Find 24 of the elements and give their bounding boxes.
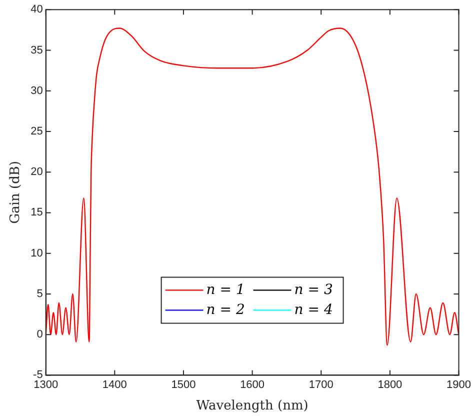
x-tick-label: 1500	[171, 378, 196, 391]
y-tick-label: 10	[30, 247, 43, 260]
x-tick-label: 1800	[378, 378, 402, 391]
y-tick-label: 20	[30, 166, 43, 178]
y-tick-label: 5	[36, 288, 43, 300]
y-tick-label: 40	[30, 4, 43, 16]
legend-label: n = 3	[294, 282, 333, 298]
x-tick-label: 1700	[308, 378, 334, 391]
x-axis-title: Wavelength (nm)	[196, 398, 308, 414]
x-tick-label: 1900	[446, 378, 472, 391]
line-series	[46, 28, 459, 346]
x-tick-label: 1600	[240, 378, 265, 391]
legend-label: n = 2	[206, 302, 245, 318]
y-tick-label: -5	[33, 369, 43, 382]
y-tick-label: 35	[30, 44, 43, 56]
legend-label: n = 1	[206, 282, 245, 298]
x-tick-label: 1300	[34, 378, 58, 391]
y-tick-label: 25	[30, 126, 43, 138]
y-tick-label: 30	[30, 84, 43, 97]
y-tick-label: 0	[36, 328, 43, 341]
x-tick-label: 1400	[102, 378, 127, 391]
legend-label: n = 4	[294, 302, 333, 318]
y-axis-title: Gain (dB)	[8, 160, 24, 224]
y-tick-label: 15	[30, 206, 43, 219]
